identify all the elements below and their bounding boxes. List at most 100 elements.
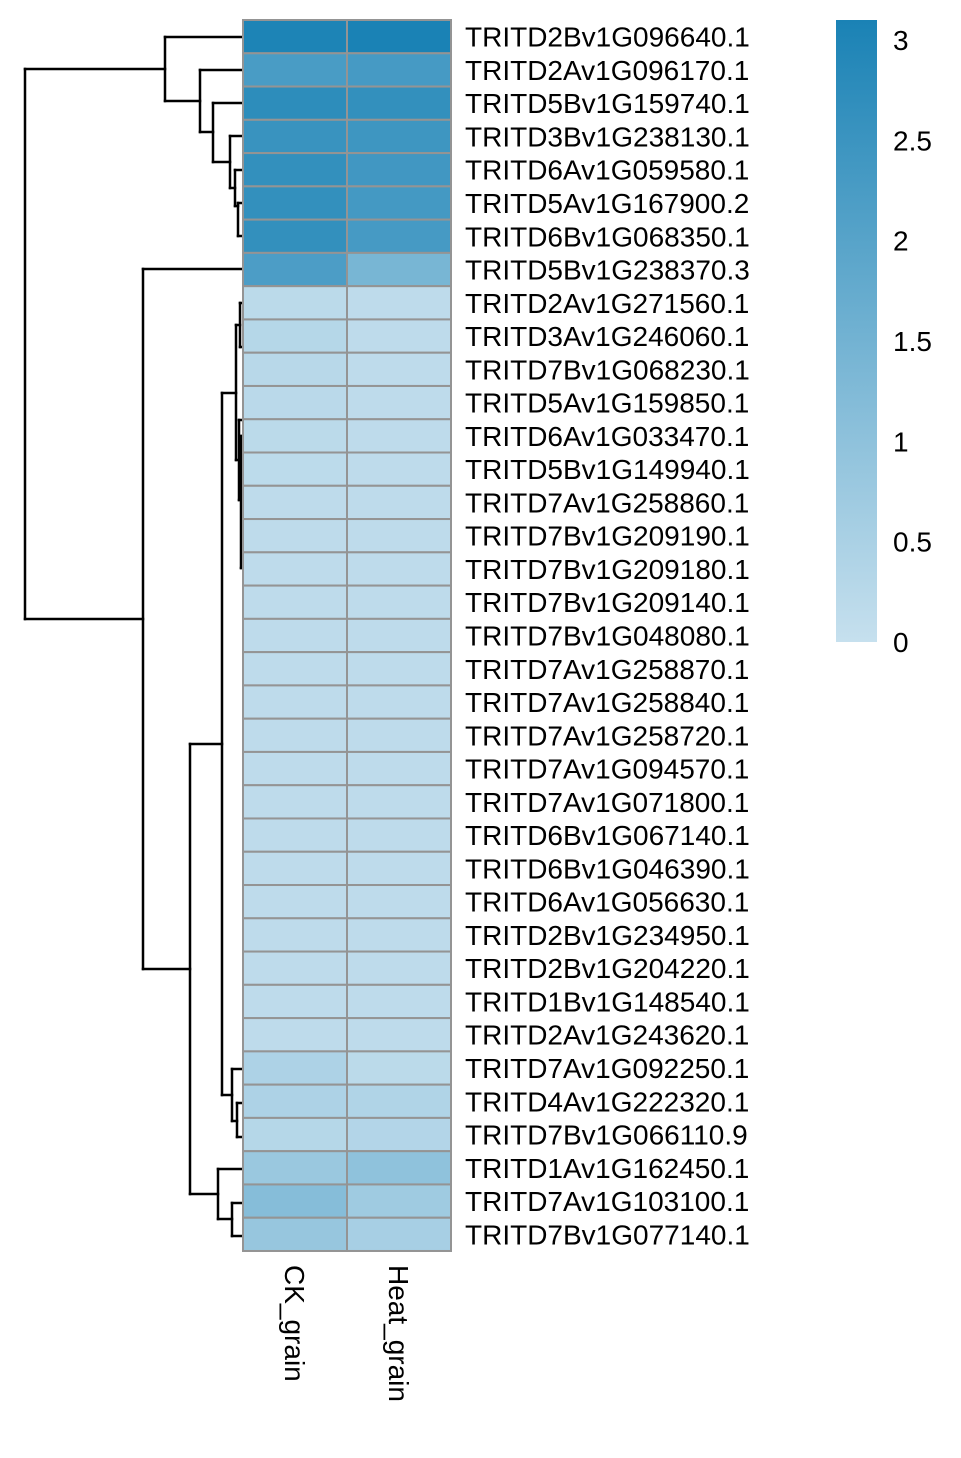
heatmap-cell bbox=[346, 418, 452, 454]
heatmap-cell bbox=[346, 717, 452, 753]
legend-tick-label: 2.5 bbox=[893, 125, 932, 156]
heatmap-cell bbox=[242, 484, 348, 521]
row-label: TRITD4Av1G222320.1 bbox=[465, 1086, 749, 1117]
heatmap-cell bbox=[242, 1183, 348, 1219]
heatmap-cell bbox=[346, 251, 452, 288]
row-label: TRITD5Bv1G238370.3 bbox=[465, 255, 750, 286]
heatmap-cell bbox=[242, 817, 348, 853]
heatmap-cell bbox=[242, 1216, 348, 1252]
row-label: TRITD7Av1G258870.1 bbox=[465, 654, 749, 685]
color-legend: 0 0.5 1 1.5 2 2.5 3 bbox=[836, 20, 932, 658]
heatmap-cell bbox=[242, 884, 348, 920]
heatmap-cell bbox=[346, 484, 452, 521]
column-label: Heat_grain bbox=[383, 1265, 414, 1402]
row-label: TRITD7Bv1G209190.1 bbox=[465, 521, 750, 552]
heatmap-cell bbox=[346, 351, 452, 387]
heatmap-cell bbox=[346, 185, 452, 221]
row-dendrogram bbox=[23, 35, 245, 1238]
row-label: TRITD7Bv1G068230.1 bbox=[465, 354, 750, 385]
row-label: TRITD2Bv1G234950.1 bbox=[465, 920, 750, 951]
heatmap-cell bbox=[242, 418, 348, 454]
column-label: CK_grain bbox=[279, 1265, 310, 1382]
heatmap-cell bbox=[242, 651, 348, 687]
heatmap-cell bbox=[346, 1083, 452, 1119]
heatmap-cell bbox=[242, 1017, 348, 1053]
row-label: TRITD2Av1G096170.1 bbox=[465, 55, 749, 86]
heatmap-cell bbox=[242, 717, 348, 753]
heatmap-cell bbox=[242, 118, 348, 155]
row-label: TRITD6Av1G033470.1 bbox=[465, 421, 749, 452]
heatmap-cell bbox=[242, 1083, 348, 1119]
color-legend-bar bbox=[836, 20, 877, 642]
heatmap-cell bbox=[346, 917, 452, 953]
heatmap-cell bbox=[346, 950, 452, 986]
heatmap-cell bbox=[242, 19, 348, 55]
row-label: TRITD6Bv1G067140.1 bbox=[465, 820, 750, 851]
heatmap-cell bbox=[242, 318, 348, 354]
heatmap-cell bbox=[346, 651, 452, 687]
row-label: TRITD7Bv1G066110.9 bbox=[465, 1120, 748, 1151]
heatmap-cells bbox=[242, 19, 452, 1252]
heatmap-cell bbox=[242, 684, 348, 720]
row-label: TRITD3Av1G246060.1 bbox=[465, 321, 749, 352]
row-label: TRITD2Av1G271560.1 bbox=[465, 288, 749, 319]
legend-tick-label: 1 bbox=[893, 426, 909, 457]
row-labels: TRITD2Bv1G096640.1TRITD2Av1G096170.1TRIT… bbox=[465, 22, 750, 1251]
heatmap-cell bbox=[242, 152, 348, 188]
heatmap-cell bbox=[346, 584, 452, 620]
heatmap-cell bbox=[346, 850, 452, 887]
legend-tick-label: 0 bbox=[893, 627, 909, 658]
heatmap-cell bbox=[242, 451, 348, 487]
heatmap-cell bbox=[242, 784, 348, 820]
row-label: TRITD7Bv1G209140.1 bbox=[465, 587, 750, 618]
row-label: TRITD6Bv1G068350.1 bbox=[465, 221, 750, 252]
row-label: TRITD7Bv1G077140.1 bbox=[465, 1219, 750, 1250]
heatmap-cell bbox=[242, 983, 348, 1020]
heatmap-cell bbox=[346, 784, 452, 820]
heatmap-cell bbox=[346, 285, 452, 321]
heatmap-cell bbox=[346, 1150, 452, 1186]
row-label: TRITD7Av1G258840.1 bbox=[465, 687, 749, 718]
heatmap-cell bbox=[242, 351, 348, 387]
row-label: TRITD7Av1G092250.1 bbox=[465, 1053, 749, 1084]
heatmap-cell bbox=[242, 850, 348, 887]
heatmap-cell bbox=[242, 384, 348, 421]
heatmap-cell bbox=[242, 52, 348, 88]
heatmap-cell bbox=[346, 85, 452, 121]
row-label: TRITD6Bv1G046390.1 bbox=[465, 853, 750, 884]
heatmap-cell bbox=[346, 518, 452, 554]
legend-tick-label: 3 bbox=[893, 25, 909, 56]
row-label: TRITD5Bv1G159740.1 bbox=[465, 88, 750, 119]
row-label: TRITD7Av1G071800.1 bbox=[465, 787, 749, 818]
heatmap-cell bbox=[242, 285, 348, 321]
heatmap-cell bbox=[346, 1017, 452, 1053]
row-label: TRITD6Av1G056630.1 bbox=[465, 887, 749, 918]
heatmap-cell bbox=[242, 617, 348, 654]
legend-tick-label: 1.5 bbox=[893, 326, 932, 357]
row-label: TRITD2Av1G243620.1 bbox=[465, 1020, 749, 1051]
row-label: TRITD7Av1G258860.1 bbox=[465, 487, 749, 518]
heatmap-cell bbox=[346, 817, 452, 853]
row-label: TRITD1Av1G162450.1 bbox=[465, 1153, 749, 1184]
heatmap-cell bbox=[242, 185, 348, 221]
heatmap-cell bbox=[242, 750, 348, 787]
row-label: TRITD7Av1G094570.1 bbox=[465, 754, 749, 785]
column-labels: CK_grain Heat_grain bbox=[279, 1265, 414, 1402]
heatmap-cell bbox=[346, 218, 452, 254]
row-label: TRITD5Av1G159850.1 bbox=[465, 388, 749, 419]
heatmap-cell bbox=[242, 551, 348, 587]
heatmap-cell bbox=[346, 118, 452, 155]
legend-tick-label: 2 bbox=[893, 226, 909, 257]
heatmap-cell bbox=[346, 617, 452, 654]
row-label: TRITD5Av1G167900.2 bbox=[465, 188, 749, 219]
heatmap-cell bbox=[346, 1216, 452, 1252]
heatmap-cell bbox=[346, 684, 452, 720]
row-label: TRITD5Bv1G149940.1 bbox=[465, 454, 750, 485]
row-label: TRITD7Av1G103100.1 bbox=[465, 1186, 749, 1217]
row-label: TRITD7Bv1G048080.1 bbox=[465, 620, 750, 651]
heatmap-cell bbox=[346, 1183, 452, 1219]
heatmap-cell bbox=[346, 19, 452, 55]
heatmap-cell bbox=[346, 884, 452, 920]
heatmap-cell bbox=[242, 950, 348, 986]
